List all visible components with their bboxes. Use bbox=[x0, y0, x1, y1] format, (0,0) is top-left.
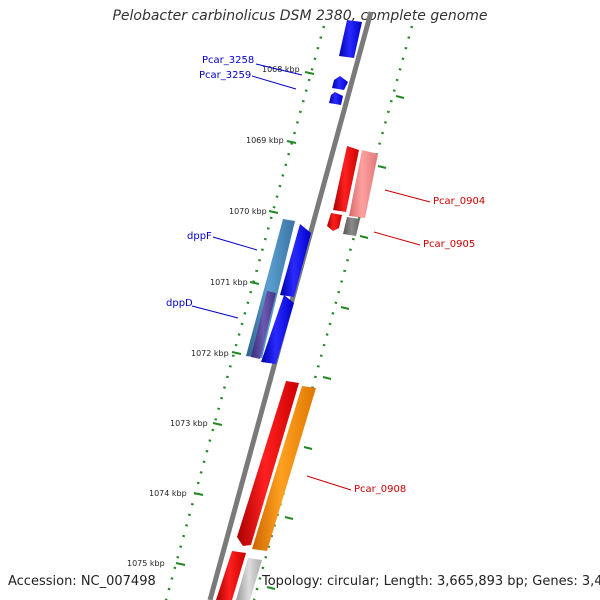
genes-count-label: Genes: 3,415 bbox=[532, 574, 600, 589]
gene-label-pcar0905[interactable]: Pcar_0905 bbox=[423, 239, 475, 250]
gene-dppF-blue[interactable] bbox=[280, 224, 311, 297]
gene-pcar0905-red[interactable] bbox=[327, 213, 342, 231]
gene-pcar3259-blue-b[interactable] bbox=[329, 92, 343, 105]
gene-pcar0908-orange[interactable] bbox=[252, 386, 316, 551]
gene-pcar3259-blue-a[interactable] bbox=[332, 76, 348, 90]
gene-red-bottom[interactable] bbox=[216, 551, 246, 600]
genome-meta: Topology: circular; Length: 3,665,893 bp… bbox=[262, 574, 600, 589]
gene-label-dppd[interactable]: dppD bbox=[166, 298, 193, 309]
gene-dppD-violet[interactable] bbox=[251, 291, 276, 359]
leader-lines bbox=[191, 63, 431, 491]
map-title: Pelobacter carbinolicus DSM 2380, comple… bbox=[112, 8, 488, 24]
gene-label-dppf[interactable]: dppF bbox=[187, 231, 212, 242]
inner-scale-track bbox=[164, 25, 326, 600]
gene-label-pcar0908[interactable]: Pcar_0908 bbox=[354, 484, 406, 495]
accession-label: Accession: NC_007498 bbox=[8, 574, 156, 589]
gene-grey-bottom[interactable] bbox=[236, 558, 262, 600]
tick-marks bbox=[175, 71, 315, 566]
tick-label: 1071 kbp bbox=[210, 278, 248, 287]
gene-label-pcar3258[interactable]: Pcar_3258 bbox=[202, 55, 254, 66]
gene-label-pcar0904[interactable]: Pcar_0904 bbox=[433, 196, 485, 207]
gene-pcar0905-grey[interactable] bbox=[343, 217, 360, 236]
tick-label: 1073 kbp bbox=[170, 419, 208, 428]
gene-dppD-blue[interactable] bbox=[261, 295, 294, 364]
tick-label: 1069 kbp bbox=[246, 136, 284, 145]
gene-labels: Pcar_3258 Pcar_3259 Pcar_0904 Pcar_0905 … bbox=[166, 55, 485, 495]
outer-tick-marks bbox=[266, 95, 405, 590]
gene-pcar0908-red[interactable] bbox=[237, 381, 299, 546]
inner-genes bbox=[216, 219, 316, 600]
outer-genes bbox=[327, 20, 378, 236]
gene-dppF-steelblue[interactable] bbox=[246, 219, 295, 358]
gene-pcar3258-blue[interactable] bbox=[339, 20, 362, 58]
gene-label-pcar3259[interactable]: Pcar_3259 bbox=[199, 70, 251, 81]
gene-pcar0904-red[interactable] bbox=[333, 146, 359, 212]
topology-label: Topology: circular; bbox=[262, 574, 380, 589]
tick-label: 1075 kbp bbox=[127, 559, 165, 568]
gene-pcar0904-pink[interactable] bbox=[349, 150, 378, 218]
tick-label: 1070 kbp bbox=[229, 207, 267, 216]
tick-label: 1072 kbp bbox=[191, 349, 229, 358]
tick-label: 1074 kbp bbox=[149, 489, 187, 498]
length-label: Length: 3,665,893 bp; bbox=[383, 574, 529, 589]
